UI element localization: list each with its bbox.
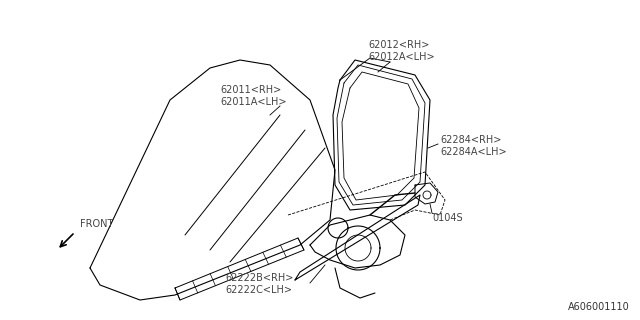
Text: 62222C<LH>: 62222C<LH> [225, 285, 292, 295]
Text: 62011<RH>: 62011<RH> [220, 85, 281, 95]
Text: 62012A<LH>: 62012A<LH> [368, 52, 435, 62]
Text: 0104S: 0104S [432, 213, 463, 223]
Text: 62284A<LH>: 62284A<LH> [440, 147, 507, 157]
Text: 62284<RH>: 62284<RH> [440, 135, 501, 145]
Text: 62012<RH>: 62012<RH> [368, 40, 429, 50]
Text: 62222B<RH>: 62222B<RH> [225, 273, 293, 283]
Text: 62011A<LH>: 62011A<LH> [220, 97, 287, 107]
Text: A606001110: A606001110 [568, 302, 630, 312]
Text: FRONT: FRONT [80, 219, 113, 229]
